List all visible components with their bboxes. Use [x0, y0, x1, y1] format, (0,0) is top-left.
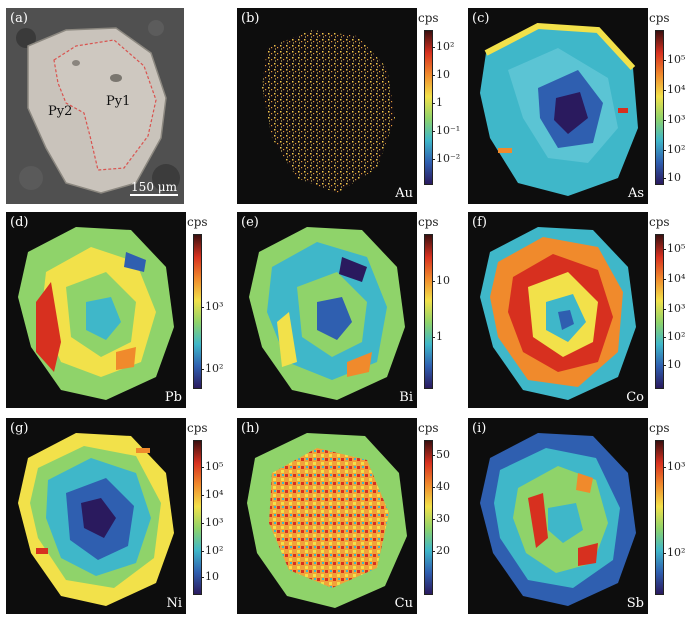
colorbar: [424, 30, 433, 185]
colorbar-tick: 10²: [200, 362, 224, 375]
co-map: [480, 227, 636, 400]
colorbar-tick: 10: [663, 358, 681, 371]
mineral-label-py2: Py2: [48, 104, 73, 119]
colorbar-title: cps: [418, 421, 439, 435]
colorbar-tick: 1: [432, 96, 443, 109]
element-label: Au: [395, 186, 413, 201]
bse-image: Py2 Py1 (a) 150 μm: [6, 8, 184, 204]
panel-a: Py2 Py1 (a) 150 μm: [6, 8, 228, 204]
colorbar-tick: 30: [432, 512, 450, 525]
colorbar: [655, 234, 664, 389]
panel-label: (d): [10, 215, 29, 230]
cu-map: [247, 433, 407, 608]
colorbar-tick: 10: [432, 68, 450, 81]
panel-label: (f): [472, 215, 487, 230]
as-map: [480, 22, 638, 196]
colorbar-tick: 10²: [662, 546, 686, 559]
au-speckle-map: [262, 30, 395, 193]
colorbar-tick: 10⁵: [662, 242, 686, 255]
colorbar-tick: 40: [432, 480, 450, 493]
panel-label: (b): [241, 11, 260, 26]
element-map-pb: (d) Pb: [6, 212, 186, 408]
element-label: Bi: [399, 390, 413, 405]
colorbar-tick: 10⁻¹: [431, 124, 461, 137]
grain-bse: [6, 8, 184, 204]
colorbar: [655, 440, 664, 595]
panel-label: (c): [472, 11, 490, 26]
colorbar-tick: 10²: [662, 330, 686, 343]
element-map-as: (c) As: [468, 8, 648, 204]
colorbar-tick: 10³: [662, 460, 686, 473]
colorbar: [655, 30, 664, 185]
element-label: Pb: [164, 390, 182, 405]
colorbar-title: cps: [649, 421, 670, 435]
pb-map: [18, 227, 174, 400]
colorbar-title: cps: [649, 215, 670, 229]
panel-h: (h) Cu cps 50 40 30 20: [237, 418, 459, 614]
ni-map: [18, 433, 174, 606]
colorbar: [193, 440, 202, 595]
colorbar-title: cps: [418, 11, 439, 25]
panel-i: (i) Sb cps 10³ 10²: [468, 418, 690, 614]
scale-bar: 150 μm: [130, 180, 178, 198]
colorbar: [424, 440, 433, 595]
panel-f: (f) Co cps 10⁵ 10⁴ 10³ 10² 10: [468, 212, 690, 408]
panel-label: (a): [10, 11, 28, 26]
colorbar-tick: 10⁴: [200, 488, 224, 501]
panel-label: (g): [10, 421, 29, 436]
panel-d: (d) Pb cps 10³ 10²: [6, 212, 228, 408]
colorbar-tick: 10²: [200, 544, 224, 557]
panel-e: (e) Bi cps 10 1: [237, 212, 459, 408]
colorbar-tick: 10²: [662, 143, 686, 156]
panel-b: (b) Au cps 10² 10 1 10⁻¹ 10⁻²: [237, 8, 461, 204]
colorbar-tick: 50: [432, 448, 450, 461]
colorbar-tick: 10⁵: [662, 53, 686, 66]
element-label: Sb: [626, 596, 644, 611]
colorbar: [424, 234, 433, 389]
sb-map: [480, 433, 636, 606]
colorbar-tick: 10³: [662, 302, 686, 315]
colorbar-title: cps: [187, 421, 208, 435]
panel-label: (h): [241, 421, 260, 436]
colorbar-tick: 10⁵: [200, 460, 224, 473]
element-map-cu: (h) Cu: [237, 418, 417, 614]
panel-g: (g) Ni cps 10⁵ 10⁴ 10³ 10² 10: [6, 418, 228, 614]
element-label: Ni: [166, 596, 182, 611]
element-map-sb: (i) Sb: [468, 418, 648, 614]
scale-bar-label: 150 μm: [131, 180, 177, 194]
colorbar-title: cps: [418, 215, 439, 229]
element-map-ni: (g) Ni: [6, 418, 186, 614]
colorbar: [193, 234, 202, 389]
colorbar-tick: 10: [201, 570, 219, 583]
colorbar-tick: 10³: [200, 300, 224, 313]
element-map-bi: (e) Bi: [237, 212, 417, 408]
panel-label: (i): [472, 421, 487, 436]
colorbar-tick: 10: [663, 171, 681, 184]
colorbar-tick: 10⁻²: [431, 152, 461, 165]
mineral-label-py1: Py1: [106, 94, 131, 109]
colorbar-title: cps: [187, 215, 208, 229]
colorbar-tick: 10⁴: [662, 272, 686, 285]
element-label: Co: [626, 390, 644, 405]
colorbar-tick: 10: [432, 274, 450, 287]
element-label: Cu: [394, 596, 413, 611]
panel-label: (e): [241, 215, 259, 230]
colorbar-tick: 20: [432, 544, 450, 557]
element-map-au: (b) Au: [237, 8, 417, 204]
element-map-co: (f) Co: [468, 212, 648, 408]
bi-map: [249, 227, 405, 400]
panel-c: (c) As cps 10⁵ 10⁴ 10³ 10² 10: [468, 8, 690, 204]
colorbar-tick: 10²: [431, 40, 455, 53]
colorbar-tick: 1: [432, 330, 443, 343]
colorbar-tick: 10³: [200, 516, 224, 529]
element-label: As: [627, 186, 644, 201]
colorbar-tick: 10⁴: [662, 83, 686, 96]
colorbar-tick: 10³: [662, 113, 686, 126]
colorbar-title: cps: [649, 11, 670, 25]
